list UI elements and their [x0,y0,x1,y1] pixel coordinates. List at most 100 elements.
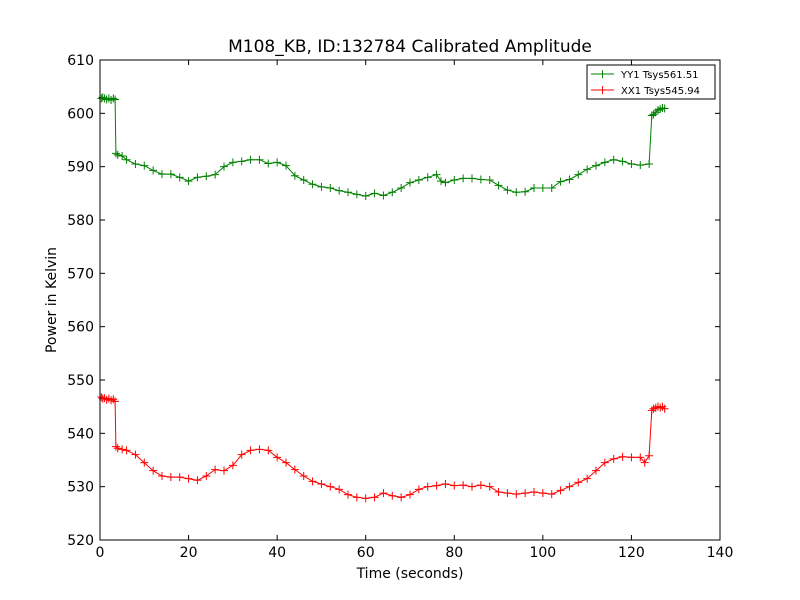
data-point [379,191,388,200]
data-point [485,176,494,184]
data-point [432,481,441,490]
data-point [361,192,370,200]
data-point [202,172,211,181]
data-point [237,450,246,459]
data-point [636,161,645,170]
data-point [600,158,609,167]
data-point [113,444,122,453]
data-point [432,170,441,179]
data-point [211,170,220,179]
data-point [414,485,423,494]
data-point [246,446,255,455]
data-point [352,493,361,502]
data-point [592,466,600,475]
data-point [503,489,512,498]
data-point [166,473,175,482]
data-point [202,472,211,480]
y-tick-label: 540 [67,426,94,442]
data-point [423,482,432,491]
data-point [166,170,175,179]
x-tick-label: 60 [357,545,375,561]
data-point [220,466,228,475]
legend-entry-xx1: XX1 Tsys545.94 [621,86,700,97]
data-point [397,184,406,192]
data-point [583,165,592,174]
data-point [111,397,120,406]
data-point [361,494,370,503]
data-point [255,445,264,454]
data-point [282,458,290,467]
data-point [476,481,485,490]
x-tick-label: 0 [96,545,105,561]
data-point [113,150,122,159]
x-axis-ticks: 0 20 40 60 80 100 120 140 [96,60,733,561]
data-point [111,149,120,158]
data-point [370,493,379,502]
data-point [344,490,352,499]
y-tick-label: 580 [67,213,94,229]
data-point [512,490,521,499]
y-axis-label: Power in Kelvin [44,247,60,353]
data-point [476,175,485,184]
data-point [530,488,538,496]
data-point [494,181,503,190]
data-point [118,445,127,454]
data-point [255,155,264,164]
data-point [521,187,530,196]
data-point [406,178,414,187]
data-point [388,188,397,197]
data-point [627,160,636,168]
data-point [184,177,193,186]
data-point [521,489,530,498]
data-point [158,170,166,179]
data-point [512,188,521,197]
data-point [299,472,308,480]
data-point [193,476,202,485]
x-tick-label: 20 [180,545,198,561]
data-point [317,182,326,191]
data-point [158,472,166,480]
data-point [282,161,290,170]
series-layer [97,93,669,503]
data-point [149,166,158,175]
legend-box [586,64,716,100]
data-point [556,486,565,495]
data-point [441,178,450,187]
data-point [109,395,118,404]
data-point [441,480,450,488]
legend: + YY1 Tsys561.51 + XX1 Tsys545.94 [586,64,716,100]
data-point [193,173,202,182]
legend-entry-yy1: YY1 Tsys561.51 [620,70,699,81]
data-point [140,458,149,467]
y-axis-ticks: 520 530 540 550 560 570 580 590 600 610 [67,53,720,549]
data-point [264,446,273,455]
data-point [111,95,120,104]
data-point [592,161,600,170]
data-point [437,177,445,186]
chart-title: M108_KB, ID:132784 Calibrated Amplitude [228,37,592,57]
data-point [326,482,335,491]
data-point [184,474,193,483]
data-point [556,177,565,186]
y-tick-label: 570 [67,266,94,282]
data-point [450,176,459,184]
data-point [618,157,627,166]
data-point [609,454,618,463]
data-point [149,466,158,475]
data-point [290,171,299,180]
y-tick-label: 590 [67,160,94,176]
data-point [423,173,432,182]
data-point [468,482,476,491]
data-point [175,473,184,482]
data-point [228,461,237,470]
data-point [600,458,609,467]
data-point [308,477,317,486]
data-point [370,189,379,198]
data-point [494,488,503,496]
data-point [574,170,583,179]
data-point [290,465,299,474]
plot-frame [99,59,721,541]
x-tick-label: 40 [268,545,286,561]
data-point [574,478,583,487]
y-tick-label: 520 [67,533,94,549]
